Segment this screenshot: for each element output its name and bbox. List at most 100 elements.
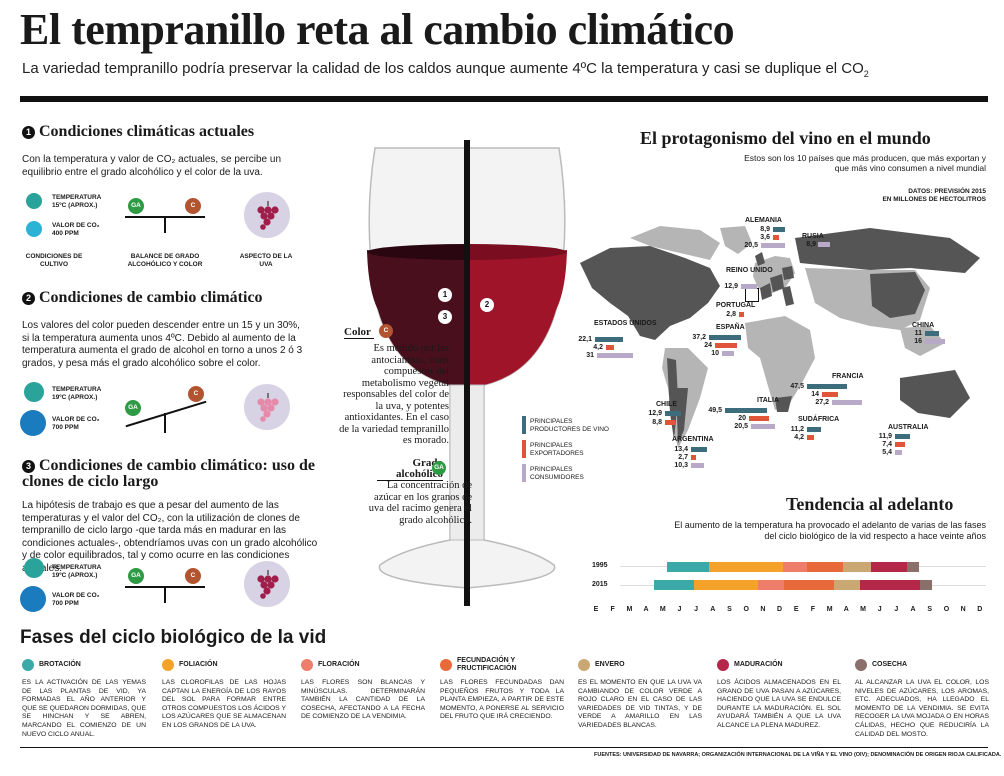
country-espana-value-1: 37,2 [692, 334, 706, 341]
country-australia-bar-exp [895, 442, 905, 447]
phases-title: Fases del ciclo biológico de la vid [20, 627, 327, 648]
co2-caption: VALOR DE CO₂ 700 PPM [52, 416, 100, 431]
month-label: M [659, 606, 666, 613]
balance-post [164, 216, 166, 233]
legend-exp-label: PRINCIPALES EXPORTADORES [530, 442, 584, 457]
country-italia-bar-prod [725, 408, 767, 413]
section-2-text: Los valores del color pueden descender e… [22, 320, 303, 369]
country-francia-bar-cons [832, 400, 862, 405]
heart-grape-icon [717, 659, 729, 671]
country-argentina-value-1: 13,4 [674, 446, 688, 453]
col3-caption: ASPECTO DE LA UVA [239, 253, 293, 268]
month-label: N [960, 606, 966, 613]
country-sudafrica-bar-prod [807, 427, 821, 432]
month-label: A [710, 606, 716, 613]
country-chile-bar-prod [665, 411, 681, 416]
month-label: M [826, 606, 833, 613]
country-chile-label: CHILE [656, 401, 677, 408]
country-portugal-label: PORTUGAL [716, 302, 756, 309]
c-badge: C [379, 324, 393, 338]
month-label: D [977, 606, 983, 613]
sources: FUENTES: UNIVERSIDAD DE NAVARRA; ORGANIZ… [594, 752, 1002, 758]
country-rusia-value: 8,9 [806, 241, 816, 248]
page-title: El tempranillo reta al cambio climático [20, 5, 735, 54]
top-rule [20, 96, 988, 102]
legend-cons-swatch [522, 464, 526, 482]
c-badge: C [188, 386, 204, 402]
country-alemania-bar-exp [773, 235, 779, 240]
co2-caption: VALOR DE CO₂ 700 PPM [52, 592, 100, 607]
phase-brotacion: BROTACIÓN Es la activación de las yemas … [22, 659, 146, 738]
country-italia-value-2: 20 [738, 415, 746, 422]
month-label: M [860, 606, 866, 613]
month-label: E [593, 606, 599, 613]
country-australia-value-2: 7,4 [882, 441, 892, 448]
grado-callout-title: Grado alcohólico [377, 458, 443, 481]
footer-rule [20, 747, 988, 748]
country-argentina-bar-prod [691, 447, 707, 452]
country-china-label: CHINA [912, 322, 935, 329]
country-eeuu-bar-cons [597, 353, 633, 358]
month-label: F [610, 606, 615, 613]
country-alemania-value-3: 20,5 [744, 242, 758, 249]
country-reino-unido-value: 12,9 [724, 283, 738, 290]
ga-badge: GA [128, 198, 144, 214]
country-portugal-value: 2,8 [726, 311, 736, 318]
temperature-dot [24, 558, 44, 578]
country-espana-bar-cons [722, 351, 734, 356]
country-sudafrica-label: SUDÁFRICA [798, 416, 840, 423]
ga-badge: GA [125, 400, 141, 416]
sun-icon [162, 659, 174, 671]
month-label: A [643, 606, 649, 613]
month-label: S [727, 606, 732, 613]
country-argentina-value-2: 2,7 [678, 454, 688, 461]
temperature-dot [24, 382, 44, 402]
country-espana-bar-prod [709, 335, 741, 340]
phase-text: Las flores fecundadas dan pequeños fruto… [440, 679, 564, 721]
c-badge: C [185, 568, 201, 584]
wine-glass-illustration [367, 140, 567, 606]
trend-subtitle: El aumento de la temperatura ha provocad… [674, 520, 986, 541]
phase-text: Las flores son blancas y minúsculas. Det… [301, 679, 425, 721]
ga-badge: GA [432, 461, 446, 475]
col2-caption: BALANCE DE GRADO ALCOHÓLICO Y COLOR [127, 253, 203, 268]
legend-prod-label: PRINCIPALES PRODUCTORES DE VINO [530, 418, 609, 433]
country-sudafrica-value-1: 11,2 [790, 426, 804, 433]
grape-healthy-icon [244, 561, 290, 607]
country-francia-bar-prod [807, 384, 847, 389]
section-1: 1 Condiciones climáticas actuales Con la … [22, 124, 322, 179]
section-1-number: 1 [22, 126, 35, 139]
country-francia-bar-exp [822, 392, 838, 397]
trend-row-1995-label: 1995 [592, 562, 608, 569]
balance-post [164, 586, 166, 603]
country-portugal-bar-exp [739, 312, 744, 317]
month-label: F [810, 606, 816, 613]
phase-cosecha: COSECHA Al alcanzar la uva el color, los… [855, 659, 989, 738]
month-label: J [877, 606, 882, 613]
co2-dot [20, 586, 46, 612]
legend-cons-label: PRINCIPALES CONSUMIDORES [530, 466, 584, 481]
trend-bar-2015 [654, 580, 932, 590]
phase-text: Las clorofilas de las hojas captan la en… [162, 679, 287, 729]
month-label: E [793, 606, 799, 613]
temperature-caption: TEMPERATURA 19ºC (APROX.) [52, 386, 102, 401]
phase-text: Al alcanzar la uva el color, los niveles… [855, 679, 989, 738]
glass-marker-2: 2 [480, 298, 494, 312]
country-alemania-value-2: 3,6 [760, 234, 770, 241]
temperature-caption: TEMPERATURA 19ºC (APROX.) [52, 564, 102, 579]
grape-icon [578, 659, 590, 671]
grape-healthy-icon [244, 192, 290, 238]
country-espana-bar-exp [715, 343, 737, 348]
color-callout-text: Es medido por las antocianinas, unos com… [339, 343, 449, 446]
country-china-value-1: 11 [914, 330, 922, 337]
country-francia-label: FRANCIA [832, 373, 864, 380]
month-label: N [760, 606, 766, 613]
phase-text: Es la activación de las yemas de las pla… [22, 679, 146, 738]
country-eeuu-bar-exp [606, 345, 614, 350]
balance-post [164, 413, 166, 433]
temperature-dot [26, 193, 42, 209]
country-eeuu-value-3: 31 [586, 352, 594, 359]
section-2: 2 Condiciones de cambio climático Los val… [22, 290, 322, 370]
month-label: D [777, 606, 783, 613]
